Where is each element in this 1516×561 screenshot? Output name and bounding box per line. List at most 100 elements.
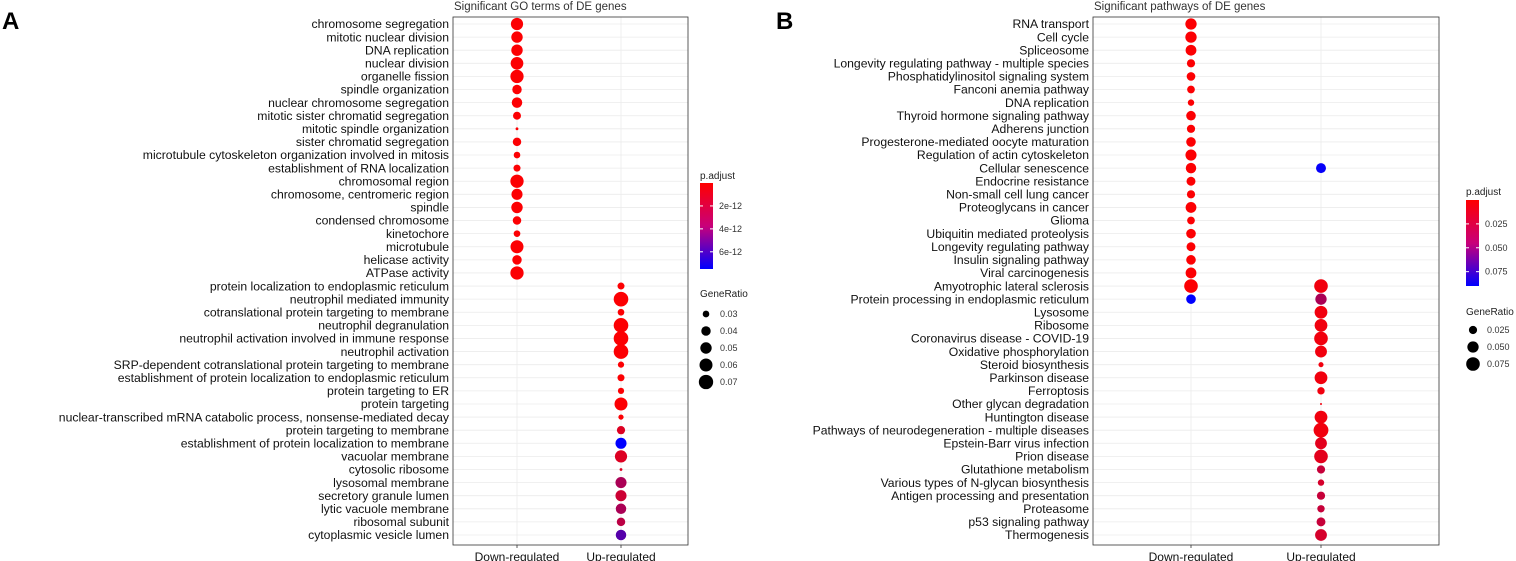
data-point (618, 414, 624, 420)
size-legend-label: 0.03 (720, 309, 738, 319)
data-point (1186, 124, 1196, 133)
data-point (614, 450, 628, 463)
y-tick-label: sister chromatid segregation (296, 135, 449, 149)
size-legend-dot (700, 342, 712, 354)
y-tick-label: Longevity regulating pathway - multiple … (834, 57, 1089, 71)
y-tick-label: Parkinson disease (989, 371, 1089, 385)
data-point (617, 374, 625, 382)
data-point (512, 216, 522, 225)
y-tick-label: neutrophil activation involved in immune… (179, 332, 449, 346)
data-point (613, 344, 629, 359)
data-point (1314, 410, 1328, 424)
data-point (511, 201, 523, 214)
size-legend-label: 0.075 (1487, 359, 1510, 369)
data-point (1185, 162, 1197, 174)
y-tick-label: nuclear chromosome segregation (268, 96, 449, 110)
y-tick-label: Various types of N-glycan biosynthesis (881, 476, 1089, 490)
x-tick-label: Down-regulated (475, 550, 560, 561)
data-point (510, 56, 524, 70)
color-legend-title: p.adjust (700, 171, 735, 182)
y-tick-label: Ferroptosis (1028, 384, 1089, 398)
data-point (1315, 293, 1327, 305)
data-point (1186, 255, 1196, 265)
x-tick-label: Down-regulated (1149, 550, 1234, 561)
y-tick-label: Lysosome (1034, 305, 1089, 319)
data-point (617, 308, 625, 316)
size-legend-dot (702, 310, 710, 318)
data-point (619, 468, 623, 471)
data-point (1313, 422, 1329, 438)
y-tick-label: Proteasome (1023, 502, 1089, 516)
color-legend-bar (700, 183, 713, 269)
size-legend-label: 0.07 (720, 377, 738, 387)
y-tick-label: neutrophil activation (341, 345, 449, 359)
y-tick-label: Non-small cell lung cancer (946, 188, 1089, 202)
data-point (613, 318, 629, 333)
data-point (1317, 479, 1325, 486)
data-point (1314, 449, 1328, 464)
y-tick-label: mitotic nuclear division (326, 30, 449, 44)
y-tick-label: Viral carcinogenesis (980, 266, 1089, 280)
y-tick-label: Progesterone-mediated oocyte maturation (861, 135, 1089, 149)
y-tick-label: condensed chromosome (316, 214, 450, 228)
y-tick-label: microtubule (386, 240, 449, 254)
y-tick-label: Ubiquitin mediated proteolysis (926, 227, 1089, 241)
size-legend-dot (1467, 341, 1479, 353)
data-point (511, 44, 523, 56)
y-tick-label: kinetochore (386, 227, 449, 241)
data-point (1320, 402, 1322, 405)
y-tick-label: Insulin signaling pathway (953, 253, 1089, 267)
data-point (1317, 387, 1325, 395)
y-tick-label: chromosome segregation (311, 17, 449, 31)
y-tick-label: DNA replication (365, 43, 449, 57)
y-tick-label: Cellular senescence (979, 161, 1089, 175)
data-point (510, 17, 524, 31)
data-point (1314, 279, 1328, 293)
y-tick-label: Coronavirus disease - COVID-19 (911, 332, 1089, 346)
data-point (512, 84, 522, 95)
y-tick-label: protein localization to endoplasmic reti… (210, 279, 449, 293)
y-tick-label: Phosphatidylinositol signaling system (888, 70, 1089, 84)
data-point (1186, 242, 1196, 252)
y-tick-label: protein targeting (361, 397, 449, 411)
data-point (1186, 228, 1196, 239)
plot-area (453, 17, 688, 545)
y-tick-label: Proteoglycans in cancer (959, 201, 1089, 215)
data-point (1185, 31, 1197, 43)
size-legend-dot (1466, 357, 1480, 371)
y-tick-label: protein targeting to membrane (286, 423, 449, 437)
data-point (1316, 163, 1326, 174)
data-point (616, 517, 626, 527)
y-tick-label: Huntington disease (985, 410, 1090, 424)
size-legend-dot (1468, 325, 1478, 335)
y-tick-label: ribosomal subunit (353, 515, 449, 529)
size-legend-dot (699, 358, 713, 372)
data-point (616, 426, 626, 435)
y-tick-label: Endocrine resistance (975, 174, 1089, 188)
color-legend-title: p.adjust (1466, 187, 1501, 198)
plot-frame (452, 16, 689, 546)
size-legend-label: 0.06 (720, 360, 738, 370)
panel-b: B Significant pathways of DE genes RNA tra… (776, 1, 1514, 561)
size-legend-dot (701, 326, 711, 336)
data-point (617, 282, 625, 290)
data-point (1185, 18, 1197, 30)
panel-a: A Significant GO terms of DE genes chromos… (2, 1, 748, 561)
y-tick-label: Thermogenesis (1005, 528, 1089, 542)
data-point (615, 503, 627, 515)
y-tick-label: helicase activity (364, 253, 450, 267)
data-point (512, 255, 522, 265)
color-legend-label: 4e-12 (719, 224, 742, 234)
data-point (1185, 44, 1197, 56)
data-point (1187, 99, 1195, 106)
y-tick-label: nuclear-transcribed mRNA catabolic proce… (59, 410, 450, 424)
x-tick-label: Up-regulated (586, 550, 655, 561)
data-point (513, 164, 521, 172)
color-legend-label: 6e-12 (719, 247, 742, 257)
data-point (510, 240, 524, 254)
data-point (513, 151, 521, 159)
y-tick-label: DNA replication (1005, 96, 1089, 110)
y-tick-label: Pathways of neurodegeneration - multiple… (813, 423, 1089, 437)
size-legend-label: 0.025 (1487, 325, 1510, 335)
data-point (512, 137, 522, 147)
